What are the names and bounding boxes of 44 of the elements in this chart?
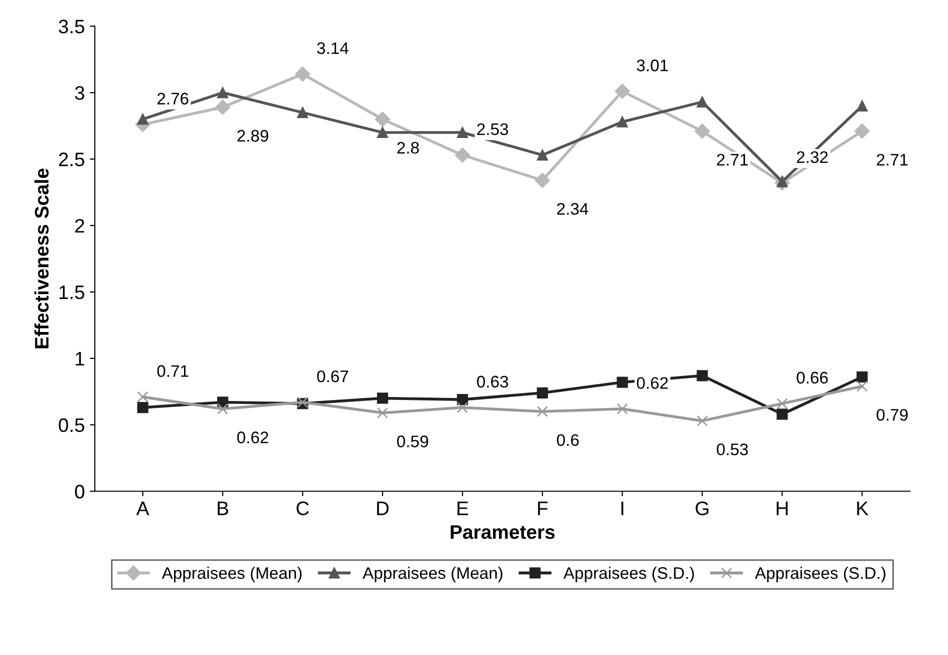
data-label: 0.71 <box>157 365 188 377</box>
data-label: 0.62 <box>237 432 268 444</box>
y-tick-label: 0.5 <box>58 418 84 432</box>
x-tick-label: F <box>538 502 548 516</box>
data-label: 2.89 <box>237 130 268 142</box>
x-tick-label: C <box>296 501 309 516</box>
x-tick-label: D <box>377 502 389 516</box>
legend-label: Appraisees (S.D.) <box>563 566 694 582</box>
x-tick-label: H <box>776 502 788 516</box>
data-label: 0.66 <box>796 372 828 384</box>
data-label: 3.01 <box>636 60 668 72</box>
legend-label: Appraisees (Mean) <box>162 566 302 582</box>
data-label: 0.67 <box>317 370 348 382</box>
data-label: 2.71 <box>876 154 908 166</box>
y-axis-title: Effectiveness Scale <box>34 168 49 348</box>
legend-label: Appraisees (Mean) <box>362 566 502 582</box>
y-tick-label: 0 <box>75 484 84 498</box>
data-label: 2.32 <box>796 151 828 164</box>
x-tick-label: B <box>218 502 228 516</box>
data-label: 0.6 <box>556 434 579 446</box>
y-tick-label: 3 <box>75 86 84 100</box>
data-label: 2.76 <box>157 92 188 105</box>
x-tick-label: E <box>458 502 468 516</box>
y-tick-label: 1 <box>76 352 84 366</box>
x-tick-label: A <box>136 502 150 516</box>
legend-label: Appraisees (S.D.) <box>754 566 886 582</box>
data-label: 0.63 <box>477 376 508 388</box>
data-label: 0.79 <box>876 408 908 421</box>
data-label: 3.14 <box>317 42 348 54</box>
data-label: 0.53 <box>716 443 748 456</box>
data-label: 2.34 <box>557 202 588 215</box>
y-tick-label: 2 <box>75 218 84 233</box>
y-tick-label: 1.5 <box>60 286 84 300</box>
data-label: 2.71 <box>716 154 748 166</box>
y-tick-label: 3.5 <box>58 20 84 34</box>
data-label: 0.62 <box>636 377 668 389</box>
data-label: 2.8 <box>397 142 419 154</box>
x-tick-label: K <box>857 502 868 516</box>
x-axis-title: Parameters <box>450 525 555 539</box>
data-label: 2.53 <box>477 123 508 136</box>
x-tick-label: I <box>621 502 624 516</box>
x-tick-label: G <box>696 501 708 516</box>
y-tick-label: 2.5 <box>59 152 84 166</box>
data-label: 0.59 <box>397 436 428 448</box>
